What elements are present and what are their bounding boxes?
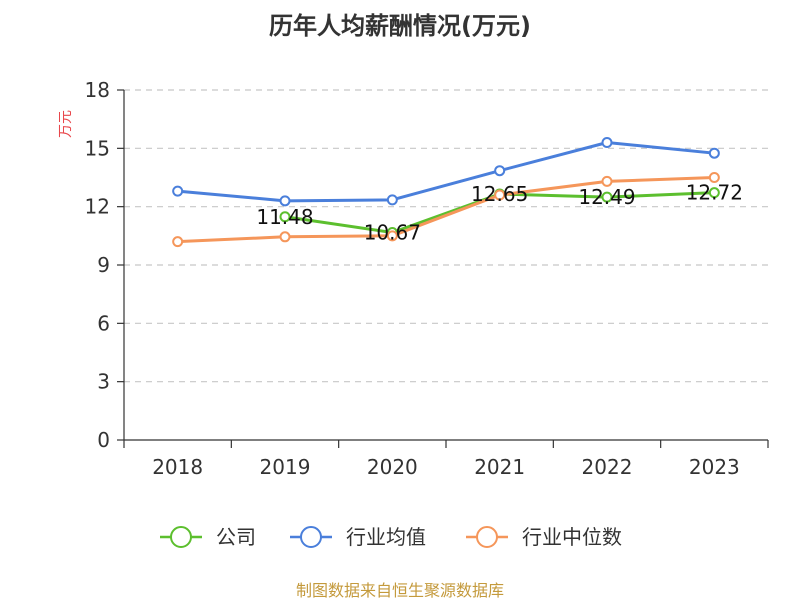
legend-label: 公司: [216, 525, 256, 549]
series-0-point: [601, 191, 613, 203]
data-label: 10.67: [364, 221, 421, 245]
legend-label: 行业中位数: [522, 525, 622, 549]
data-label: 12.49: [578, 185, 635, 209]
y-tick-label: 15: [85, 136, 110, 160]
x-tick-label: 2020: [367, 455, 418, 479]
y-axis-label: 万元: [58, 110, 74, 138]
series-2-point: [494, 189, 506, 201]
x-tick-label: 2018: [152, 455, 203, 479]
y-tick-label: 3: [97, 370, 110, 394]
series-2-point: [601, 175, 613, 187]
axis-layer: 0 3 6 9 12 15 18 2018 2019 2020 2021 2022 2023: [85, 78, 769, 479]
series-line-2: [177, 176, 715, 244]
grid-layer: [124, 89, 768, 383]
series-2-point: [279, 231, 291, 243]
x-tick-label: 2019: [260, 455, 311, 479]
legend-swatch-marker: [476, 526, 498, 548]
legend-item-2[interactable]: 行业中位数: [466, 525, 622, 549]
series-layer: [172, 137, 720, 248]
y-tick-label: 0: [97, 428, 110, 452]
series-2-point: [708, 172, 720, 183]
legend-item-1[interactable]: 行业均值: [290, 525, 426, 549]
source-note: 制图数据来自恒生聚源数据库: [296, 581, 504, 600]
series-1-point: [386, 194, 398, 206]
series-1-point: [494, 165, 506, 177]
x-tick-label: 2023: [689, 455, 740, 479]
series-1-point: [172, 185, 184, 197]
series-line-1: [177, 141, 715, 203]
x-tick-label: 2021: [474, 455, 525, 479]
data-label-layer: 11.48 10.67 12.65 12.49 12.72: [256, 181, 743, 245]
data-label: 12.72: [686, 181, 743, 205]
data-label: 11.48: [256, 205, 313, 229]
series-0-point: [279, 211, 291, 223]
series-1-point: [279, 195, 291, 207]
y-tick-label: 18: [85, 78, 110, 102]
x-tick-label: 2022: [582, 455, 633, 479]
legend: 公司 行业均值 行业中位数: [160, 525, 622, 549]
y-tick-label: 12: [85, 195, 110, 219]
series-1-point: [708, 147, 720, 159]
legend-swatch-marker: [170, 526, 192, 548]
series-2-point: [386, 230, 398, 242]
series-2-point: [172, 236, 184, 248]
series-1-point: [601, 137, 613, 148]
y-tick-label: 9: [97, 253, 110, 277]
chart-title: 历年人均薪酬情况(万元): [269, 12, 531, 40]
series-0-point: [708, 187, 720, 199]
data-label: 12.65: [471, 182, 528, 206]
legend-swatch-marker: [300, 526, 322, 548]
legend-item-0[interactable]: 公司: [160, 525, 256, 549]
y-tick-label: 6: [97, 311, 110, 335]
legend-label: 行业均值: [346, 525, 426, 549]
